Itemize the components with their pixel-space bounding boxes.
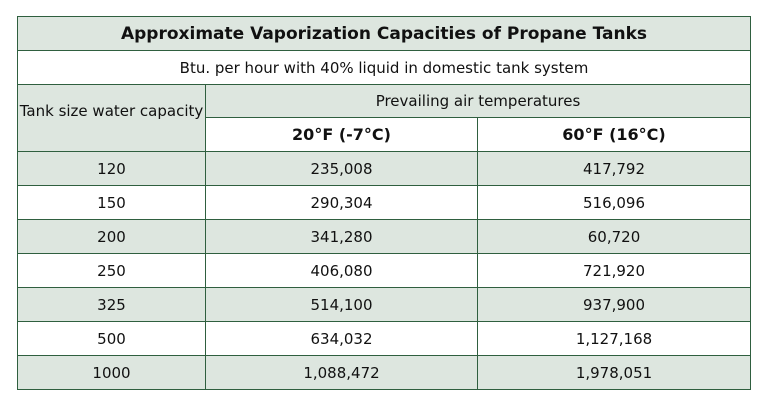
capacity-60f-cell: 60,720 [477,219,751,254]
temperature-header-row: 20°F (-7°C) 60°F (16°C) [18,117,751,152]
capacity-20f-cell: 290,304 [205,185,478,220]
capacity-60f-cell: 417,792 [477,151,751,186]
temp-header-60f: 60°F (16°C) [477,117,751,152]
table-row: 250 406,080 721,920 [17,253,751,288]
table-subtitle: Btu. per hour with 40% liquid in domesti… [17,50,751,85]
subtitle-row: Btu. per hour with 40% liquid in domesti… [17,50,751,85]
tank-size-cell: 325 [17,287,206,322]
title-row: Approximate Vaporization Capacities of P… [17,16,751,51]
capacity-60f-cell: 937,900 [477,287,751,322]
capacity-20f-cell: 634,032 [205,321,478,356]
table-row: 150 290,304 516,096 [17,185,751,220]
capacity-60f-cell: 1,978,051 [477,355,751,390]
capacity-60f-cell: 1,127,168 [477,321,751,356]
header-group-row: Tank size water capacity Prevailing air … [17,84,751,152]
air-temperature-header: Prevailing air temperatures [205,84,751,118]
capacity-20f-cell: 514,100 [205,287,478,322]
capacity-20f-cell: 1,088,472 [205,355,478,390]
table-title: Approximate Vaporization Capacities of P… [17,16,751,51]
capacity-20f-cell: 235,008 [205,151,478,186]
table-row: 200 341,280 60,720 [17,219,751,254]
tank-size-cell: 150 [17,185,206,220]
capacity-20f-cell: 406,080 [205,253,478,288]
table-row: 120 235,008 417,792 [17,151,751,186]
tank-size-header: Tank size water capacity [17,84,206,152]
table-row: 1000 1,088,472 1,978,051 [17,355,751,390]
capacity-20f-cell: 341,280 [205,219,478,254]
capacity-60f-cell: 516,096 [477,185,751,220]
tank-size-cell: 120 [17,151,206,186]
temp-header-20f: 20°F (-7°C) [205,117,478,152]
tank-size-cell: 1000 [17,355,206,390]
tank-size-cell: 200 [17,219,206,254]
tank-size-cell: 500 [17,321,206,356]
vaporization-table: Approximate Vaporization Capacities of P… [17,16,751,390]
capacity-60f-cell: 721,920 [477,253,751,288]
tank-size-cell: 250 [17,253,206,288]
table-row: 325 514,100 937,900 [17,287,751,322]
table-row: 500 634,032 1,127,168 [17,321,751,356]
